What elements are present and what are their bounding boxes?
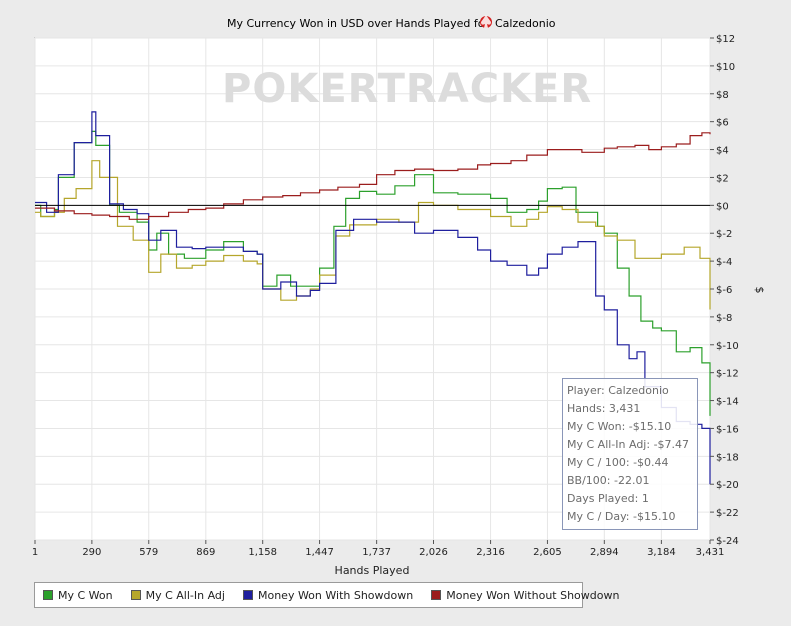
x-axis-title: Hands Played <box>335 564 410 577</box>
x-tick-label: 579 <box>139 547 158 558</box>
x-tick-label: 2,605 <box>533 547 562 558</box>
y-tick-label: $-10 <box>716 341 739 352</box>
chart-title: My Currency Won in USD over Hands Played… <box>227 17 490 30</box>
y-tick-label: $12 <box>716 34 735 45</box>
x-tick-label: 290 <box>82 547 101 558</box>
series-layer <box>35 111 711 485</box>
y-tick-label: $-6 <box>716 285 732 296</box>
tooltip-hands: Hands: 3,431 <box>567 402 641 415</box>
x-tick-label: 2,894 <box>590 547 619 558</box>
x-tick-label: 3,431 <box>696 547 725 558</box>
y-tick-label: $0 <box>716 201 729 212</box>
y-tick-label: $-8 <box>716 313 732 324</box>
series-line-money-won-without-showdown <box>35 132 711 220</box>
y-tick-label: $-4 <box>716 257 732 268</box>
y-tick-label: $-18 <box>716 452 739 463</box>
spade-icon <box>480 15 492 28</box>
y-tick-label: $-12 <box>716 369 739 380</box>
x-tick-label: 869 <box>196 547 215 558</box>
legend-item-without-showdown[interactable]: Money Won Without Showdown <box>431 589 619 602</box>
tooltip-player: Player: Calzedonio <box>567 384 669 397</box>
y-axis: $12 $10 $8 $6 $4 $2 $0 $-2 $-4 $-6 $-8 $-10 $-12 $-14… <box>710 34 739 547</box>
x-tick-label: 3,184 <box>647 547 676 558</box>
x-tick-label: 1,158 <box>248 547 277 558</box>
series-line-money-won-with-showdown <box>35 111 711 485</box>
y-tick-label: $-22 <box>716 508 739 519</box>
legend-label: Money Won Without Showdown <box>446 588 620 602</box>
legend-swatch <box>43 590 53 600</box>
x-tick-label: 2,316 <box>476 547 505 558</box>
y-tick-label: $2 <box>716 173 729 184</box>
watermark: POKERTRACKER <box>222 66 592 112</box>
tooltip-per100: My C / 100: -$0.44 <box>567 456 669 469</box>
legend-swatch <box>130 590 141 600</box>
x-tick-label: 1 <box>32 547 38 558</box>
y-tick-label: $10 <box>716 62 735 73</box>
legend-item-all-in-adj[interactable]: My C All-In Adj <box>130 588 225 602</box>
x-tick-label: 2,026 <box>419 547 448 558</box>
legend-swatch <box>431 590 442 600</box>
tooltip-won: My C Won: -$15.10 <box>567 420 672 433</box>
x-axis: 1 290 579 869 1,158 1,447 1,737 2,026 2,316 2,605… <box>32 540 725 558</box>
series-line-my-c-won <box>35 130 711 416</box>
y-tick-label: $-24 <box>716 536 739 547</box>
legend-label: My C Won <box>58 588 113 602</box>
y-tick-label: $4 <box>716 146 729 157</box>
y-tick-label: $-20 <box>716 480 739 491</box>
legend-item-my-c-won[interactable]: My C Won <box>43 589 113 602</box>
watermark-text: POKERTRACKER <box>222 66 592 112</box>
x-tick-label: 1,737 <box>362 547 391 558</box>
chart-player-name: Calzedonio <box>495 17 556 30</box>
y-tick-label: $-2 <box>716 229 732 240</box>
y-axis-title: $ <box>753 287 766 294</box>
legend-label: Money Won With Showdown <box>257 588 414 602</box>
y-tick-label: $8 <box>716 90 729 101</box>
legend-item-with-showdown[interactable]: Money Won With Showdown <box>242 588 414 602</box>
y-tick-label: $6 <box>716 118 729 129</box>
tooltip-bb100: BB/100: -22.01 <box>567 474 650 487</box>
stats-tooltip: Player: Calzedonio Hands: 3,431 My C Won… <box>562 378 698 530</box>
legend-label: My C All-In Adj <box>145 588 225 602</box>
tooltip-perday: My C / Day: -$15.10 <box>567 510 676 523</box>
y-tick-label: $-14 <box>716 397 739 408</box>
legend-swatch <box>242 590 253 600</box>
x-tick-label: 1,447 <box>305 547 334 558</box>
tooltip-days: Days Played: 1 <box>567 492 649 505</box>
tooltip-allin: My C All-In Adj: -$7.47 <box>567 438 690 451</box>
y-tick-label: $-16 <box>716 424 739 435</box>
legend: My C Won My C All-In Adj Money Won With … <box>34 582 619 608</box>
